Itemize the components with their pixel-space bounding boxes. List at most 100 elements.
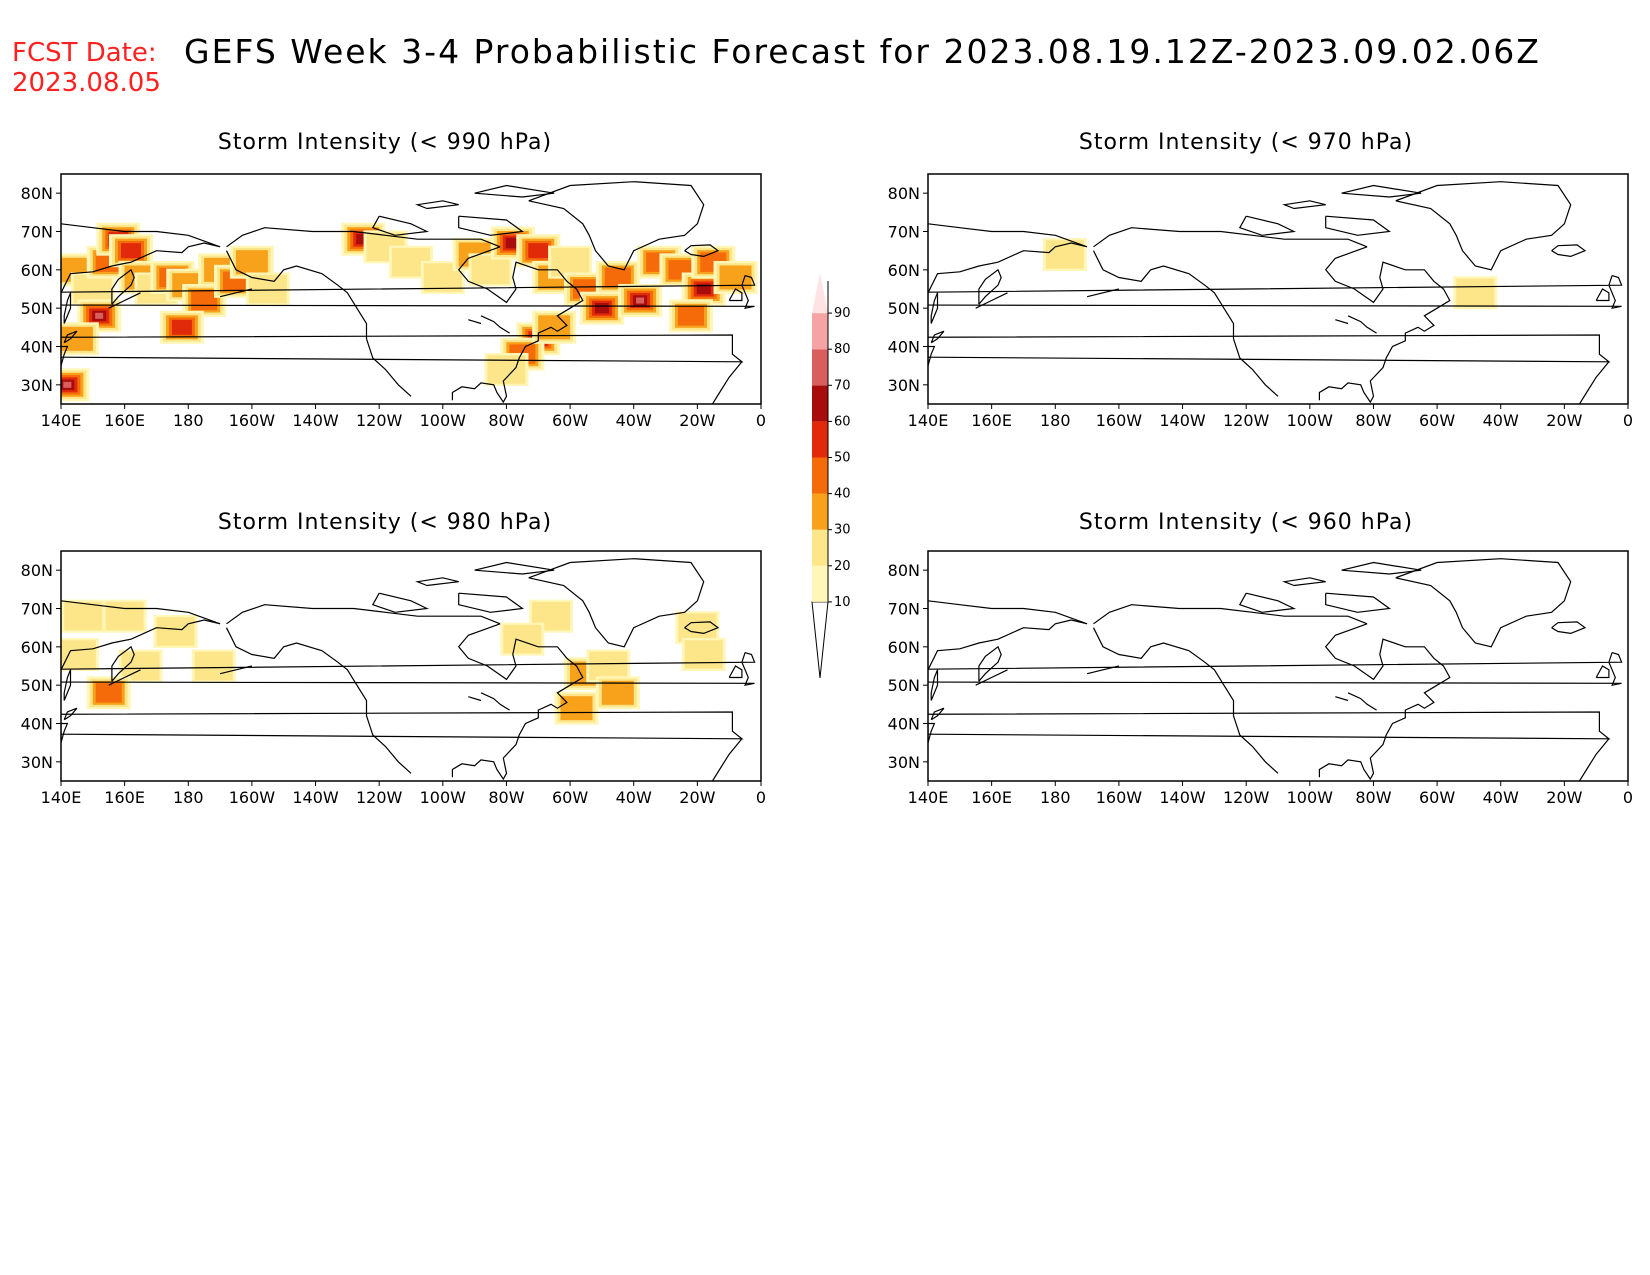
- coastline-path: [226, 227, 501, 248]
- lat-tick-label: 70N: [888, 600, 920, 619]
- coastline-path: [415, 577, 459, 587]
- coastline-path: [978, 268, 1002, 305]
- colorbar-label: 40: [834, 487, 851, 502]
- coastline-path: [63, 707, 78, 721]
- coastline-path: [928, 722, 936, 743]
- coastline-path: [1325, 592, 1391, 613]
- main-title: GEFS Week 3-4 Probabilistic Forecast for…: [184, 32, 1541, 71]
- coastline-path: [371, 592, 430, 613]
- coastline-path: [468, 696, 482, 702]
- colorbar-swatch: [812, 565, 828, 602]
- panel-title-960: Storm Intensity (< 960 hPa): [1078, 510, 1414, 535]
- prob-cell: [248, 274, 287, 304]
- coastline-path: [1595, 665, 1610, 679]
- coastline-path: [684, 621, 720, 635]
- coastline-path: [728, 288, 743, 302]
- lat-tick-label: 60N: [21, 638, 53, 657]
- lat-tick-label: 80N: [21, 561, 53, 580]
- prob-cell: [560, 696, 593, 721]
- coastline-path: [684, 244, 720, 258]
- coastline-path: [1551, 244, 1587, 258]
- fcst-date-value: 2023.08.05: [12, 68, 161, 98]
- lon-tick-label: 80W: [488, 411, 524, 430]
- lat-tick-label: 30N: [888, 753, 920, 772]
- coastline-path: [928, 223, 1088, 294]
- lon-tick-label: 100W: [420, 411, 467, 430]
- lon-tick-label: 140W: [1159, 411, 1206, 430]
- coastline-path: [930, 707, 945, 721]
- prob-cell: [636, 297, 645, 304]
- lat-tick-label: 60N: [888, 261, 920, 280]
- coastline-path: [711, 361, 743, 404]
- prob-cell: [678, 613, 717, 642]
- lat-tick-label: 30N: [21, 376, 53, 395]
- lon-tick-label: 20W: [1546, 411, 1582, 430]
- prob-cell: [63, 381, 72, 388]
- coastline-path: [226, 604, 501, 625]
- lon-tick-label: 140W: [1159, 788, 1206, 807]
- coastline-path: [1092, 627, 1279, 774]
- coastline-path: [1325, 215, 1391, 236]
- coastline-path: [930, 669, 939, 701]
- lon-tick-label: 20W: [1546, 788, 1582, 807]
- coastline-path: [528, 558, 705, 648]
- lon-tick-label: 140E: [41, 411, 82, 430]
- colorbar-swatch: [812, 493, 828, 530]
- lon-tick-label: 160W: [1096, 411, 1143, 430]
- lon-tick-label: 0: [1623, 411, 1633, 430]
- coastline-path: [61, 275, 756, 310]
- prob-cell: [171, 319, 192, 335]
- coastline-path: [61, 600, 221, 671]
- coastline-path: [1282, 577, 1326, 587]
- coastlines: [928, 181, 1623, 404]
- coastline-path: [528, 181, 705, 271]
- coastline-path: [1578, 361, 1610, 404]
- coastline-path: [61, 722, 69, 743]
- prob-cell: [505, 237, 520, 249]
- lat-tick-label: 40N: [21, 715, 53, 734]
- lat-tick-label: 30N: [21, 753, 53, 772]
- prob-cell: [61, 640, 96, 669]
- coastline-path: [1086, 665, 1120, 675]
- lon-tick-label: 60W: [552, 788, 588, 807]
- colorbar-label: 20: [834, 559, 851, 574]
- lon-tick-label: 0: [756, 788, 766, 807]
- lon-tick-label: 140E: [908, 411, 949, 430]
- lon-tick-label: 160W: [1096, 788, 1143, 807]
- colorbar-swatch: [812, 349, 828, 386]
- map-frame: [60, 550, 762, 782]
- lon-tick-label: 160E: [971, 411, 1012, 430]
- prob-cell: [471, 255, 510, 285]
- probability-field: [61, 222, 758, 402]
- prob-cell: [678, 306, 704, 326]
- prob-cell: [503, 624, 542, 654]
- coastline-path: [1093, 604, 1368, 625]
- colorbar-swatch: [812, 457, 828, 494]
- lon-tick-label: 100W: [1287, 411, 1334, 430]
- map-panel-960: 140E 160E 180 160W 140W 120W 100W 80W 60W 40W 20W 0…: [888, 550, 1633, 807]
- coastline-path: [1238, 215, 1297, 236]
- prob-cell: [105, 601, 144, 631]
- coastline-path: [451, 623, 584, 781]
- coastline-path: [1341, 561, 1422, 575]
- lat-tick-label: 50N: [21, 676, 53, 695]
- coastline-path: [711, 738, 743, 781]
- coastlines: [61, 181, 756, 404]
- coastline-path: [61, 652, 756, 687]
- lat-tick-label: 60N: [21, 261, 53, 280]
- prob-cell: [589, 651, 628, 681]
- coastline-path: [63, 292, 72, 324]
- panel-title-980: Storm Intensity (< 980 hPa): [217, 510, 553, 535]
- coastline-path: [928, 345, 936, 366]
- colorbar-upper-arrow: [812, 273, 828, 314]
- lon-tick-label: 40W: [616, 788, 652, 807]
- colorbar-label: 10: [834, 595, 851, 610]
- prob-cell: [601, 680, 634, 705]
- coastline-path: [1578, 738, 1610, 781]
- lat-tick-label: 40N: [21, 338, 53, 357]
- lon-tick-label: 40W: [616, 411, 652, 430]
- lon-tick-label: 100W: [1287, 788, 1334, 807]
- lat-tick-label: 50N: [21, 299, 53, 318]
- map-frame: [927, 550, 1629, 782]
- lon-tick-label: 160W: [229, 411, 276, 430]
